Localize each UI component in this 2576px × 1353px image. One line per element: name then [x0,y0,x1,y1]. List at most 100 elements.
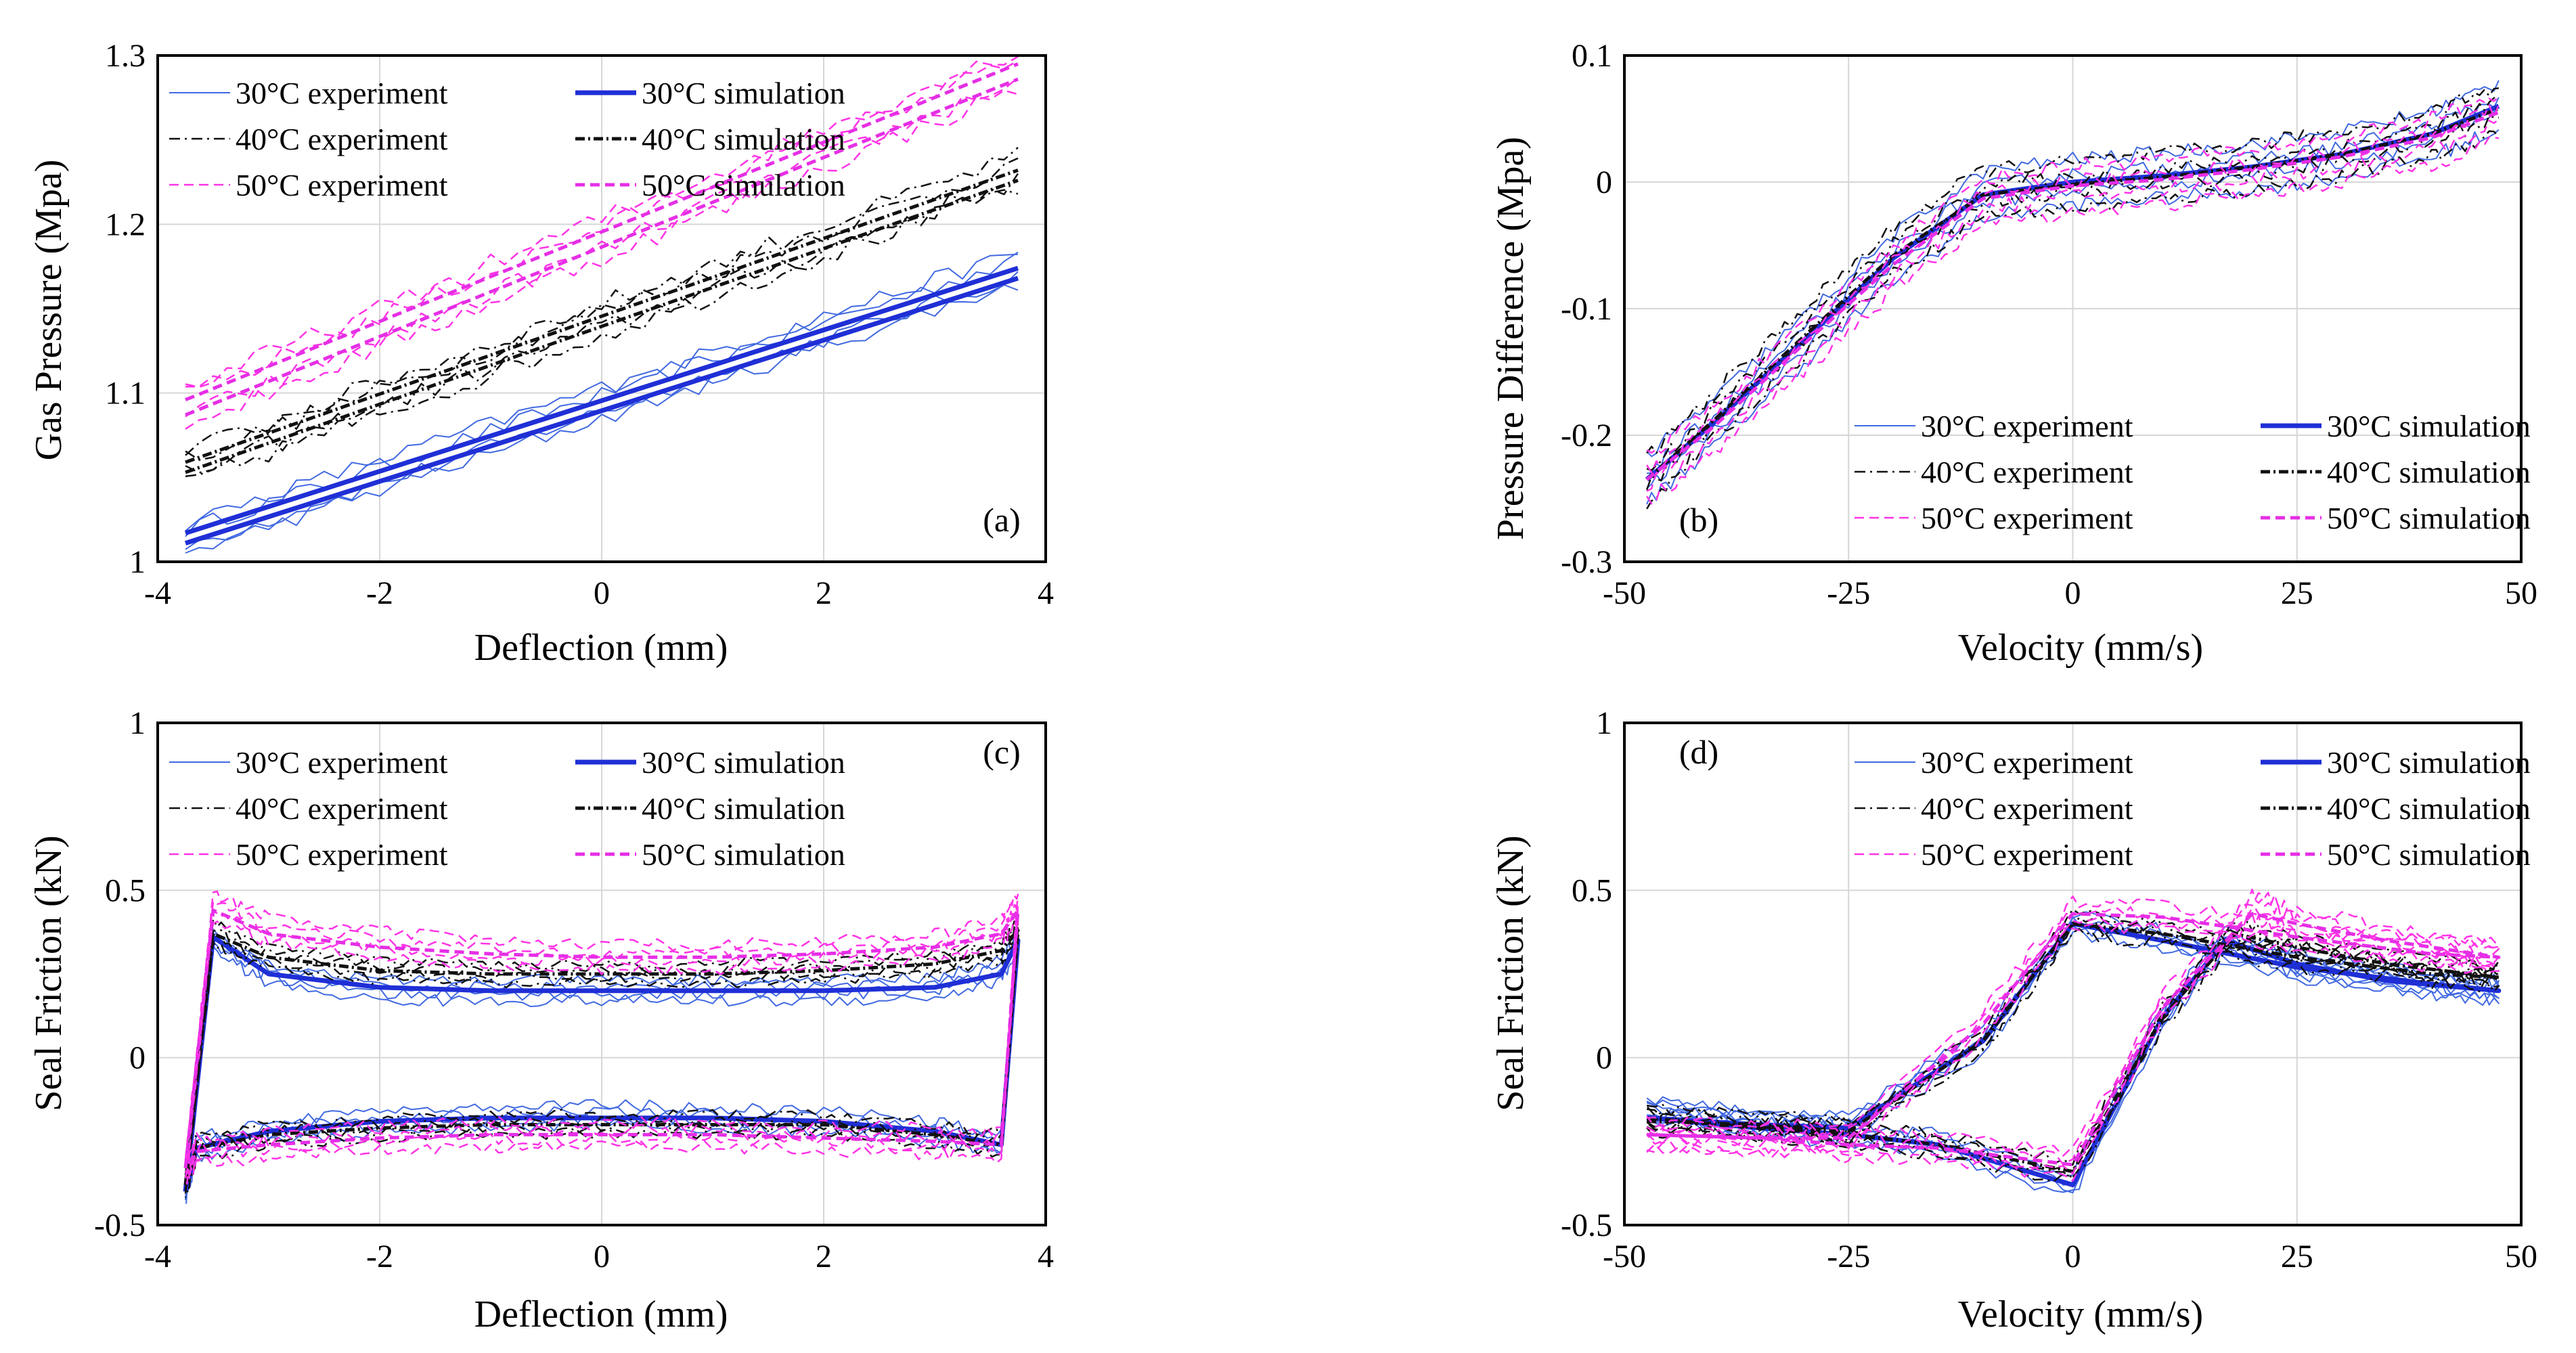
legend-label-40c-experiment: 40°C experiment [236,122,448,156]
series-40c-experiment-line [1646,916,2500,1174]
panel-c-ytick-label: -0.5 [94,1207,146,1243]
legend-label-40c-experiment: 40°C experiment [236,791,448,826]
panel-c-xtick-label: -2 [366,1239,393,1274]
panel-b-ylabel: Pressure Difference (Mpa) [1490,137,1532,540]
series-40c-simulation-line [185,179,1019,474]
series-50c-experiment-line [185,56,1019,389]
panel-a-frame [156,54,1047,563]
legend-label-50c-simulation: 50°C simulation [2327,501,2531,535]
panel-c-xtick-label: 0 [594,1239,610,1274]
panel-b-plot [1645,80,2500,510]
series-50c-experiment-line [185,76,1019,418]
series-30c-simulation-line [1645,104,2500,482]
panel-d: Seal Friction (kN) Velocity (mm/s) (d) -… [1490,705,2537,1335]
panel-b-legend: 30°C experiment 30°C simulation 40°C exper… [1855,409,2531,535]
series-40c-experiment-line [185,173,1019,474]
series-30c-experiment-line [1646,80,2500,458]
series-30c-experiment-line [1647,97,2500,474]
series-40c-experiment-line [1646,908,2500,1166]
panel-a-legend: 30°C experiment 30°C simulation 40°C exper… [169,76,845,202]
legend-label-50c-experiment: 50°C experiment [236,837,448,872]
panel-d-xtick-label: 50 [2505,1239,2537,1274]
panel-b: Pressure Difference (Mpa) Velocity (mm/s… [1490,38,2537,669]
legend-label-30c-experiment: 30°C experiment [1921,409,2133,443]
panel-b-tag: (b) [1679,501,1718,539]
panel-d-ytick-label: 0.5 [1572,872,1612,908]
panel-d-legend: 30°C experiment 30°C simulation 40°C exper… [1855,745,2531,872]
panel-a-ytick-label: 1.1 [105,376,146,412]
panel-b-xtick-label: 0 [2065,575,2081,611]
legend-label-50c-simulation: 50°C simulation [642,168,845,202]
series-40c-experiment-line [185,146,1019,456]
panel-a-ytick-label: 1.2 [105,206,146,242]
series-40c-simulation-line [185,169,1019,464]
series-40c-experiment-line [1646,87,2500,454]
series-50c-simulation-line [183,908,1020,1170]
series-40c-experiment-line [1646,130,2500,510]
panel-c-legend: 30°C experiment 30°C simulation 40°C exper… [169,745,845,872]
series-50c-experiment-line [1646,136,2500,505]
panel-a: Gas Pressure (Mpa) Deflection (mm) (a) -… [28,38,1054,669]
panel-b-xtick-label: 50 [2505,575,2537,611]
panel-d-xtick-label: 25 [2281,1239,2313,1274]
panel-c-tag: (c) [983,733,1021,771]
panel-a-xtick-label: -2 [366,575,393,611]
panel-b-xlabel: Velocity (mm/s) [1958,627,2203,669]
panel-b-ytick-label: -0.2 [1561,418,1612,453]
legend-label-50c-simulation: 50°C simulation [2327,837,2531,872]
legend-label-30c-experiment: 30°C experiment [1921,745,2133,780]
panel-d-xtick-label: -50 [1603,1239,1646,1274]
legend-label-50c-simulation: 50°C simulation [642,837,845,872]
legend-label-40c-simulation: 40°C simulation [2327,791,2531,826]
series-50c-experiment-line [184,900,1019,1165]
series-50c-experiment-line [1646,888,2500,1157]
panel-d-plot [1646,888,2502,1194]
panel-b-ytick-label: -0.1 [1561,291,1612,327]
panel-c-ytick-label: 0.5 [105,872,146,908]
legend-label-30c-simulation: 30°C simulation [642,745,845,780]
panel-d-ylabel: Seal Friction (kN) [1490,835,1532,1111]
panel-b-xtick-label: -50 [1603,575,1646,611]
panel-b-ytick-label: -0.3 [1561,544,1612,580]
series-40c-simulation-line [1646,922,2501,1174]
legend-label-40c-experiment: 40°C experiment [1921,791,2133,826]
panel-a-ytick-label: 1 [129,544,146,580]
legend-label-30c-simulation: 30°C simulation [2327,409,2531,443]
panel-d-ytick-label: 1 [1596,705,1612,741]
series-40c-experiment-line [1646,94,2500,471]
series-50c-experiment-line [1646,118,2500,492]
panel-a-tag: (a) [983,501,1021,539]
series-40c-experiment-line [1646,928,2500,1182]
legend-label-30c-experiment: 30°C experiment [236,76,448,110]
legend-label-40c-simulation: 40°C simulation [2327,455,2531,489]
panel-c-frame [156,722,1047,1226]
series-30c-simulation-line [184,265,1019,535]
series-50c-experiment-line [1646,95,2500,454]
series-50c-experiment-line [1646,912,2500,1182]
series-30c-experiment-line [185,253,1019,532]
panel-b-frame [1623,54,2523,563]
series-50c-experiment-line [184,905,1019,1175]
panel-a-xlabel: Deflection (mm) [474,627,728,669]
panel-d-ytick-label: -0.5 [1561,1207,1612,1243]
panel-c-ytick-label: 0 [129,1040,146,1076]
series-50c-experiment-line [185,89,1019,430]
legend-label-40c-simulation: 40°C simulation [642,122,845,156]
panel-b-ytick-label: 0 [1596,164,1612,200]
panel-c: Seal Friction (kN) Deflection (mm) (c) -… [28,705,1054,1335]
legend-label-30c-simulation: 30°C simulation [642,76,845,110]
panel-a-ytick-label: 1.3 [105,38,146,74]
panel-d-xtick-label: 0 [2065,1239,2081,1274]
panel-d-xtick-label: -25 [1827,1239,1870,1274]
series-30c-simulation-line [184,275,1019,546]
legend-label-40c-experiment: 40°C experiment [1921,455,2133,489]
panel-c-xtick-label: 4 [1038,1239,1054,1274]
panel-a-ylabel: Gas Pressure (Mpa) [28,160,70,461]
series-50c-simulation-line [185,77,1019,417]
panel-c-xlabel: Deflection (mm) [474,1293,728,1335]
legend-label-30c-simulation: 30°C simulation [2327,745,2531,780]
series-50c-experiment-line [184,890,1019,1160]
panel-d-frame [1623,722,2523,1226]
panel-a-plot [184,56,1019,554]
